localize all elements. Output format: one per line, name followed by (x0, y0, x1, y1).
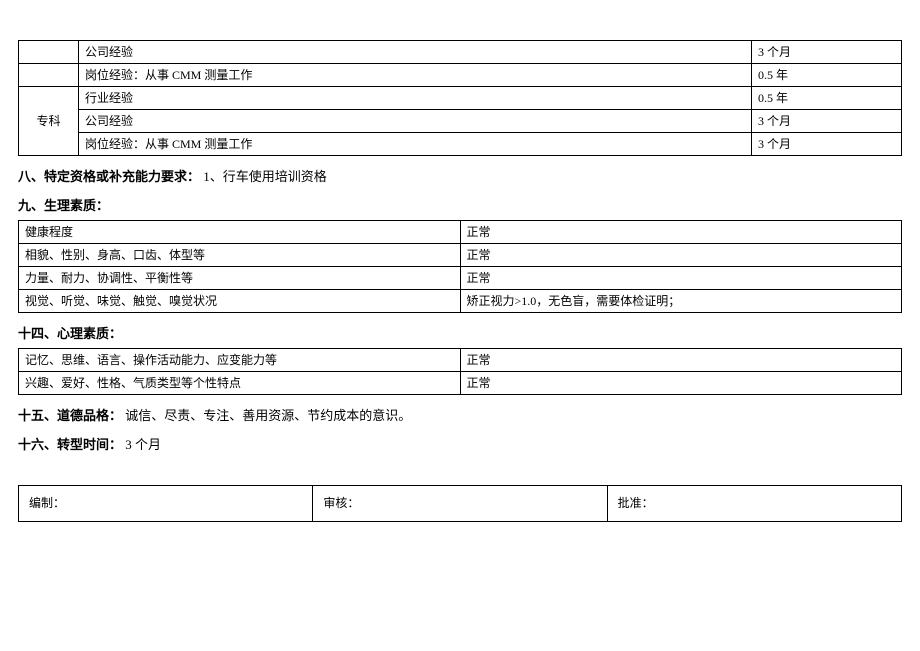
phys-value: 正常 (460, 244, 902, 267)
signoff-reviewed: 审核： (313, 486, 607, 522)
table-row: 相貌、性别、身高、口齿、体型等 正常 (19, 244, 902, 267)
experience-table: 公司经验 3 个月 岗位经验：从事 CMM 测量工作 0.5 年 专科 行业经验… (18, 40, 902, 156)
phys-label: 健康程度 (19, 221, 461, 244)
phys-value: 矫正视力>1.0，无色盲，需要体检证明； (460, 290, 902, 313)
table-row: 岗位经验：从事 CMM 测量工作 3 个月 (19, 133, 902, 156)
exp-value: 0.5 年 (752, 64, 902, 87)
section-8-heading: 八、特定资格或补充能力要求： 1、行车使用培训资格 (18, 166, 902, 185)
phys-label: 相貌、性别、身高、口齿、体型等 (19, 244, 461, 267)
section-16-heading: 十六、转型时间： 3 个月 (18, 434, 902, 453)
section-8-text: 1、行车使用培训资格 (203, 169, 327, 184)
exp-value: 0.5 年 (752, 87, 902, 110)
exp-label: 公司经验 (79, 110, 752, 133)
table-row: 公司经验 3 个月 (19, 110, 902, 133)
group-cell-empty (19, 64, 79, 87)
section-15-heading: 十五、道德品格： 诚信、尽责、专注、善用资源、节约成本的意识。 (18, 405, 902, 424)
table-row: 编制： 审核： 批准： (19, 486, 902, 522)
section-15-text: 诚信、尽责、专注、善用资源、节约成本的意识。 (125, 408, 411, 423)
exp-value: 3 个月 (752, 133, 902, 156)
exp-value: 3 个月 (752, 41, 902, 64)
table-row: 健康程度 正常 (19, 221, 902, 244)
section-14-heading: 十四、心理素质： (18, 323, 902, 342)
exp-label: 岗位经验：从事 CMM 测量工作 (79, 64, 752, 87)
table-row: 公司经验 3 个月 (19, 41, 902, 64)
table-row: 专科 行业经验 0.5 年 (19, 87, 902, 110)
phys-label: 力量、耐力、协调性、平衡性等 (19, 267, 461, 290)
psych-value: 正常 (460, 349, 902, 372)
table-row: 兴趣、爱好、性格、气质类型等个性特点 正常 (19, 372, 902, 395)
section-9-heading: 九、生理素质： (18, 195, 902, 214)
section-16-text: 3 个月 (125, 437, 161, 452)
exp-value: 3 个月 (752, 110, 902, 133)
table-row: 记忆、思维、语言、操作活动能力、应变能力等 正常 (19, 349, 902, 372)
psych-label: 记忆、思维、语言、操作活动能力、应变能力等 (19, 349, 461, 372)
heading-text: 八、特定资格或补充能力要求： (18, 169, 200, 184)
phys-value: 正常 (460, 267, 902, 290)
spacer (18, 459, 902, 485)
phys-label: 视觉、听觉、味觉、触觉、嗅觉状况 (19, 290, 461, 313)
psych-label: 兴趣、爱好、性格、气质类型等个性特点 (19, 372, 461, 395)
physiology-table: 健康程度 正常 相貌、性别、身高、口齿、体型等 正常 力量、耐力、协调性、平衡性… (18, 220, 902, 313)
table-row: 岗位经验：从事 CMM 测量工作 0.5 年 (19, 64, 902, 87)
table-row: 力量、耐力、协调性、平衡性等 正常 (19, 267, 902, 290)
psychology-table: 记忆、思维、语言、操作活动能力、应变能力等 正常 兴趣、爱好、性格、气质类型等个… (18, 348, 902, 395)
heading-text: 十五、道德品格： (18, 408, 122, 423)
signoff-prepared: 编制： (19, 486, 313, 522)
group-cell: 专科 (19, 87, 79, 156)
signoff-approved: 批准： (607, 486, 901, 522)
phys-value: 正常 (460, 221, 902, 244)
exp-label: 行业经验 (79, 87, 752, 110)
exp-label: 岗位经验：从事 CMM 测量工作 (79, 133, 752, 156)
exp-label: 公司经验 (79, 41, 752, 64)
table-row: 视觉、听觉、味觉、触觉、嗅觉状况 矫正视力>1.0，无色盲，需要体检证明； (19, 290, 902, 313)
group-cell-empty (19, 41, 79, 64)
signoff-table: 编制： 审核： 批准： (18, 485, 902, 522)
heading-text: 十六、转型时间： (18, 437, 122, 452)
psych-value: 正常 (460, 372, 902, 395)
